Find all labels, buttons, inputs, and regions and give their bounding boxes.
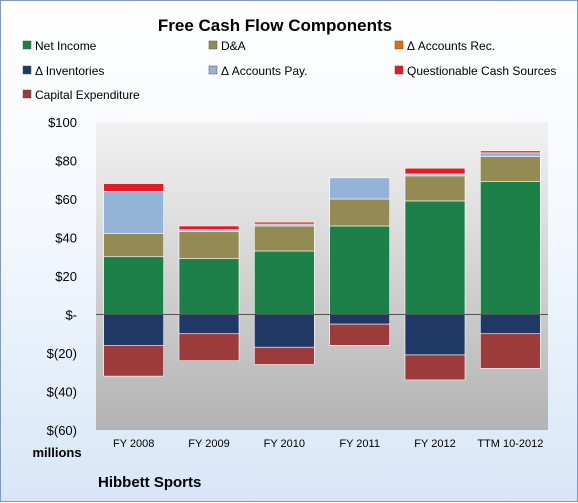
bar-segment [404, 200, 466, 315]
y-tick-label: $100 [48, 115, 77, 130]
legend-label: Capital Expenditure [35, 88, 140, 102]
bar-segment [480, 152, 541, 157]
company-label: Hibbett Sports [98, 474, 201, 491]
y-axis: $100 $80 $60 $40 $20 $- $(20) $(40) $(60) [47, 115, 77, 438]
bar-segment [254, 314, 315, 348]
bar-segment [480, 156, 541, 182]
legend-swatch [22, 89, 32, 99]
legend-swatch [208, 40, 218, 50]
bar-segment [480, 314, 541, 335]
bar-segment [329, 314, 390, 325]
y-tick-label: $60 [55, 192, 77, 207]
y-tick-label: $(20) [47, 346, 77, 361]
x-tick-label: FY 2008 [113, 438, 154, 450]
bar-segment [103, 183, 164, 192]
bar-segment [329, 177, 390, 200]
bar-segment [404, 167, 466, 175]
unit-label: millions [32, 445, 81, 460]
x-tick-label: FY 2012 [414, 438, 455, 450]
bar-segment [254, 250, 315, 315]
bar-segment [103, 191, 164, 234]
legend-label: Δ Accounts Pay. [221, 64, 308, 78]
bar-segment [329, 323, 390, 346]
legend-label: Questionable Cash Sources [407, 64, 556, 78]
y-tick-label: $(40) [47, 385, 77, 400]
plot-area [96, 122, 548, 430]
legend-swatch [394, 40, 404, 50]
legend-label: D&A [221, 39, 246, 53]
bar-segment [178, 333, 240, 362]
legend-swatch [22, 40, 32, 50]
x-tick-label: FY 2009 [188, 438, 229, 450]
bar-segment [254, 346, 315, 365]
bar-segment [480, 333, 541, 369]
bar-segment [404, 314, 466, 356]
bars [103, 150, 541, 381]
x-tick-label: FY 2011 [339, 438, 380, 450]
bar-segment [103, 344, 164, 377]
y-tick-label: $20 [55, 269, 77, 284]
legend-label: Net Income [35, 39, 97, 53]
bar-segment [178, 225, 240, 231]
bar-segment [178, 231, 240, 259]
bar-segment [404, 175, 466, 202]
bar-segment [254, 225, 315, 252]
bar-segment [178, 258, 240, 315]
bar-segment [329, 198, 390, 227]
chart-title: Free Cash Flow Components [158, 16, 392, 35]
bar-segment [178, 314, 240, 335]
bar-segment [480, 150, 541, 154]
bar-segment [103, 314, 164, 346]
x-tick-label: FY 2010 [264, 438, 305, 450]
y-tick-label: $- [65, 308, 77, 323]
bar-segment [103, 233, 164, 258]
bar-segment [480, 181, 541, 315]
bar-segment [254, 221, 315, 225]
legend-label: Δ Inventories [35, 64, 104, 78]
y-tick-label: $80 [55, 154, 77, 169]
x-tick-label: TTM 10-2012 [477, 438, 543, 450]
y-tick-label: $40 [55, 231, 77, 246]
legend: Net Income D&A Δ Accounts Rec. Δ Inventorie… [22, 39, 556, 102]
legend-swatch [22, 65, 32, 75]
x-axis: FY 2008 FY 2009 FY 2010 FY 2011 FY 2012 TTM 1… [113, 438, 543, 450]
legend-swatch [394, 65, 404, 75]
legend-swatch [208, 65, 218, 75]
bar-segment [103, 256, 164, 315]
bar-segment [329, 225, 390, 315]
y-tick-label: $(60) [47, 423, 77, 438]
bar-segment [404, 354, 466, 381]
legend-label: Δ Accounts Rec. [407, 39, 495, 53]
